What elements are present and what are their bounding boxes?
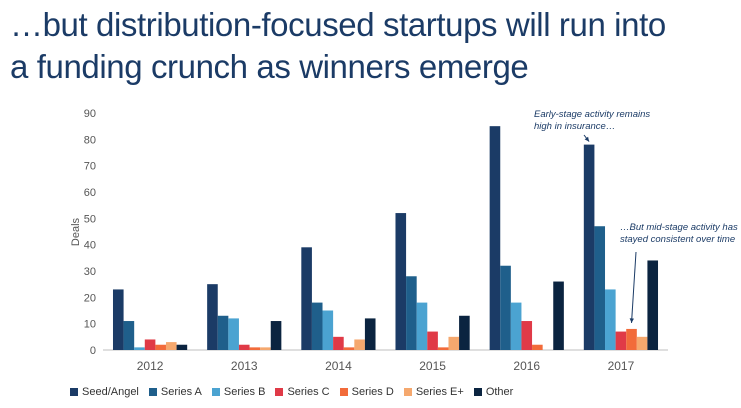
bar xyxy=(500,265,511,350)
bar xyxy=(510,302,522,350)
bar xyxy=(322,310,334,350)
bar xyxy=(489,126,501,351)
bar xyxy=(521,321,533,350)
legend-item: Series D xyxy=(339,386,394,398)
y-ticks: 0 10 20 30 40 50 60 70 80 90 xyxy=(84,108,96,357)
category-label: 2013 xyxy=(231,359,258,373)
category-label: 2015 xyxy=(419,359,446,373)
y-tick-label: 40 xyxy=(84,240,96,252)
legend-swatch xyxy=(473,388,482,396)
bar xyxy=(301,247,312,350)
y-tick-label: 80 xyxy=(84,134,96,146)
legend-label: Seed/Angel xyxy=(82,386,139,398)
bar xyxy=(333,336,344,350)
legend-swatch xyxy=(403,388,412,396)
title-line-1: …but distribution-focused startups will … xyxy=(10,6,666,43)
y-axis-label: Deals xyxy=(70,217,82,246)
y-tick-label: 0 xyxy=(90,345,96,357)
legend-swatch xyxy=(339,388,348,396)
category-label: 2012 xyxy=(137,359,164,373)
y-tick-label: 20 xyxy=(84,292,96,304)
bars xyxy=(112,126,659,351)
annotation-arrowhead xyxy=(629,318,634,323)
legend-label: Series D xyxy=(351,386,394,398)
y-tick-label: 50 xyxy=(84,213,96,225)
legend-item: Series E+ xyxy=(403,386,464,398)
bar xyxy=(615,331,627,350)
bar xyxy=(207,284,218,350)
legend: Seed/Angel Series A Series B Series C Series… xyxy=(70,384,513,400)
bar xyxy=(416,302,428,350)
legend-label: Other xyxy=(485,386,514,398)
bar xyxy=(238,344,250,350)
bar xyxy=(354,339,365,350)
legend-label: Series A xyxy=(160,386,202,398)
y-tick-label: 60 xyxy=(84,187,96,199)
bar xyxy=(260,347,271,350)
bar xyxy=(395,213,407,350)
legend-item: Other xyxy=(473,386,514,398)
annotation-text: high in insurance… xyxy=(534,121,615,132)
legend-label: Series C xyxy=(287,386,330,398)
annotation-text: Early-stage activity remains xyxy=(534,109,650,120)
bar xyxy=(165,342,177,350)
bar xyxy=(364,318,376,350)
legend-swatch xyxy=(148,388,157,396)
legend-label: Series E+ xyxy=(415,386,464,398)
bar xyxy=(270,321,282,350)
category-label: 2016 xyxy=(513,359,540,373)
bar xyxy=(583,144,595,350)
bar xyxy=(594,226,606,350)
y-tick-label: 10 xyxy=(84,319,96,331)
bar xyxy=(406,276,417,350)
annotation-text: stayed consistent over time xyxy=(620,234,735,245)
bar xyxy=(155,344,166,350)
bar xyxy=(437,347,449,350)
bar xyxy=(176,344,188,350)
bar xyxy=(343,347,355,350)
legend-swatch xyxy=(211,388,220,396)
bar xyxy=(553,281,564,350)
bar xyxy=(605,289,616,350)
bar xyxy=(144,339,156,350)
legend-item: Seed/Angel xyxy=(70,386,139,398)
bar xyxy=(217,315,229,350)
bar xyxy=(123,321,135,350)
legend-swatch xyxy=(275,388,284,396)
legend-item: Series A xyxy=(148,386,202,398)
bar xyxy=(134,347,145,350)
y-tick-label: 90 xyxy=(84,108,96,120)
legend-label: Series B xyxy=(223,386,266,398)
bar xyxy=(228,318,239,350)
bar xyxy=(427,331,438,350)
bar xyxy=(112,289,124,350)
bar xyxy=(311,302,323,350)
y-tick-label: 30 xyxy=(84,266,96,278)
annotation-arrowhead xyxy=(584,136,590,142)
category-label: 2014 xyxy=(325,359,352,373)
y-tick-label: 70 xyxy=(84,161,96,173)
bar xyxy=(626,328,637,350)
bar xyxy=(249,347,261,350)
category-label: 2017 xyxy=(608,359,635,373)
annotation-text: …But mid-stage activity has xyxy=(620,222,738,233)
annotation-arrow xyxy=(631,251,637,323)
legend-item: Series C xyxy=(275,386,330,398)
title-line-2: a funding crunch as winners emerge xyxy=(10,48,529,85)
bar xyxy=(636,336,648,350)
page-title: …but distribution-focused startups will … xyxy=(10,4,735,88)
bar xyxy=(647,260,659,350)
category-labels: 2012 2013 2014 2015 2016 2017 xyxy=(137,359,635,373)
bar xyxy=(448,336,460,350)
bar xyxy=(459,315,470,350)
legend-swatch xyxy=(70,388,78,396)
legend-item: Series B xyxy=(211,386,266,398)
bar xyxy=(532,344,543,350)
